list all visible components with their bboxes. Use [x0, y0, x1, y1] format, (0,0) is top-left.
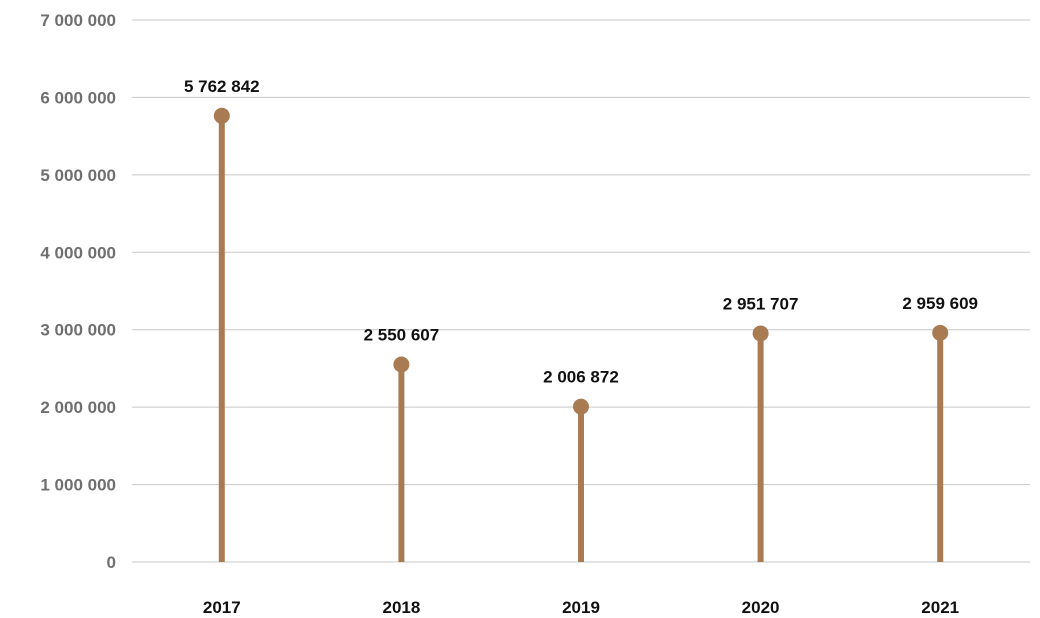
y-tick-label: 5 000 000 — [40, 166, 116, 185]
data-label: 2 006 872 — [543, 368, 619, 387]
y-tick-label: 4 000 000 — [40, 243, 116, 262]
y-tick-label: 1 000 000 — [40, 476, 116, 495]
x-tick-label: 2019 — [562, 598, 600, 617]
lollipop-marker — [573, 398, 589, 415]
lollipop-marker — [393, 356, 410, 373]
data-label: 2 959 609 — [902, 294, 978, 313]
y-tick-label: 3 000 000 — [40, 321, 116, 340]
x-tick-label: 2018 — [382, 598, 420, 617]
lollipop-marker — [213, 107, 230, 124]
y-tick-label: 2 000 000 — [40, 398, 116, 417]
x-tick-label: 2021 — [921, 598, 959, 617]
y-tick-label: 0 — [107, 553, 116, 572]
data-label: 5 762 842 — [184, 77, 260, 96]
x-axis: 2017 2018 2019 2020 2021 — [203, 598, 959, 617]
data-marks: 5 762 842 2 550 607 2 006 872 2 951 707 2 95… — [184, 77, 978, 562]
lollipop-marker — [932, 324, 949, 341]
lollipop-marker — [752, 325, 769, 342]
y-tick-label: 7 000 000 — [40, 11, 116, 30]
x-tick-label: 2020 — [742, 598, 780, 617]
data-label: 2 550 607 — [364, 326, 440, 345]
x-tick-label: 2017 — [203, 598, 241, 617]
data-label: 2 951 707 — [723, 294, 799, 313]
y-tick-label: 6 000 000 — [40, 88, 116, 107]
y-axis: 0 1 000 000 2 000 000 3 000 000 4 000 000 5 0… — [40, 11, 116, 572]
